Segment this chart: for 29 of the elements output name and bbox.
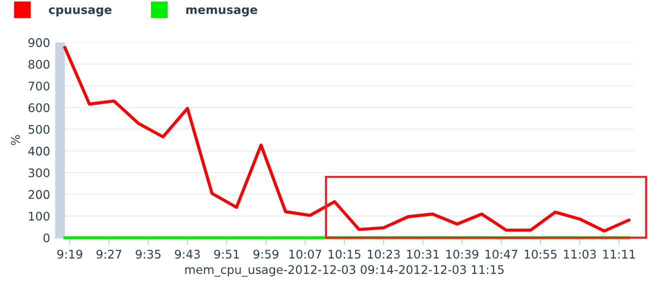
x-tick-label: 11:03 [564, 250, 596, 259]
y-tick-label: 400 [28, 146, 50, 156]
y-tick-label: 100 [29, 212, 50, 221]
y-tick-label: 600 [28, 103, 50, 112]
y-tick-label: 300 [28, 168, 50, 178]
x-tick-label: 10:15 [328, 250, 360, 259]
x-tick-label: 10:47 [486, 250, 518, 259]
x-tick-label: 11:11 [603, 250, 635, 258]
y-tick-label: 500 [28, 124, 50, 134]
y-tick-label: 900 [28, 38, 50, 48]
legend-label: cpuusage [48, 7, 112, 16]
x-axis-title: mem_cpu_usage-2012-12-03 09:14-2012-12-03 11:15 [185, 265, 504, 277]
x-tick-label: 9:19 [57, 250, 82, 259]
x-tick-label: 9:59 [253, 250, 278, 259]
x-tick-label: 9:35 [136, 250, 160, 259]
x-tick-label: 9:51 [214, 250, 239, 259]
y-tick-label: 700 [28, 82, 50, 90]
x-tick-label: 10:55 [524, 250, 557, 259]
x-tick-label: 10:07 [289, 250, 322, 259]
y-tick-label: 0 [44, 233, 50, 242]
y-axis-title: % [10, 135, 20, 146]
y-tick-label: 200 [28, 190, 50, 199]
x-tick-label: 10:39 [446, 250, 478, 259]
x-tick-label: 9:27 [96, 250, 122, 259]
x-tick-label: 10:23 [368, 250, 400, 259]
y-tick-label: 800 [28, 60, 50, 69]
legend-label: memusage [186, 7, 258, 16]
x-tick-label: 10:31 [407, 250, 439, 259]
x-tick-label: 9:43 [174, 250, 200, 259]
